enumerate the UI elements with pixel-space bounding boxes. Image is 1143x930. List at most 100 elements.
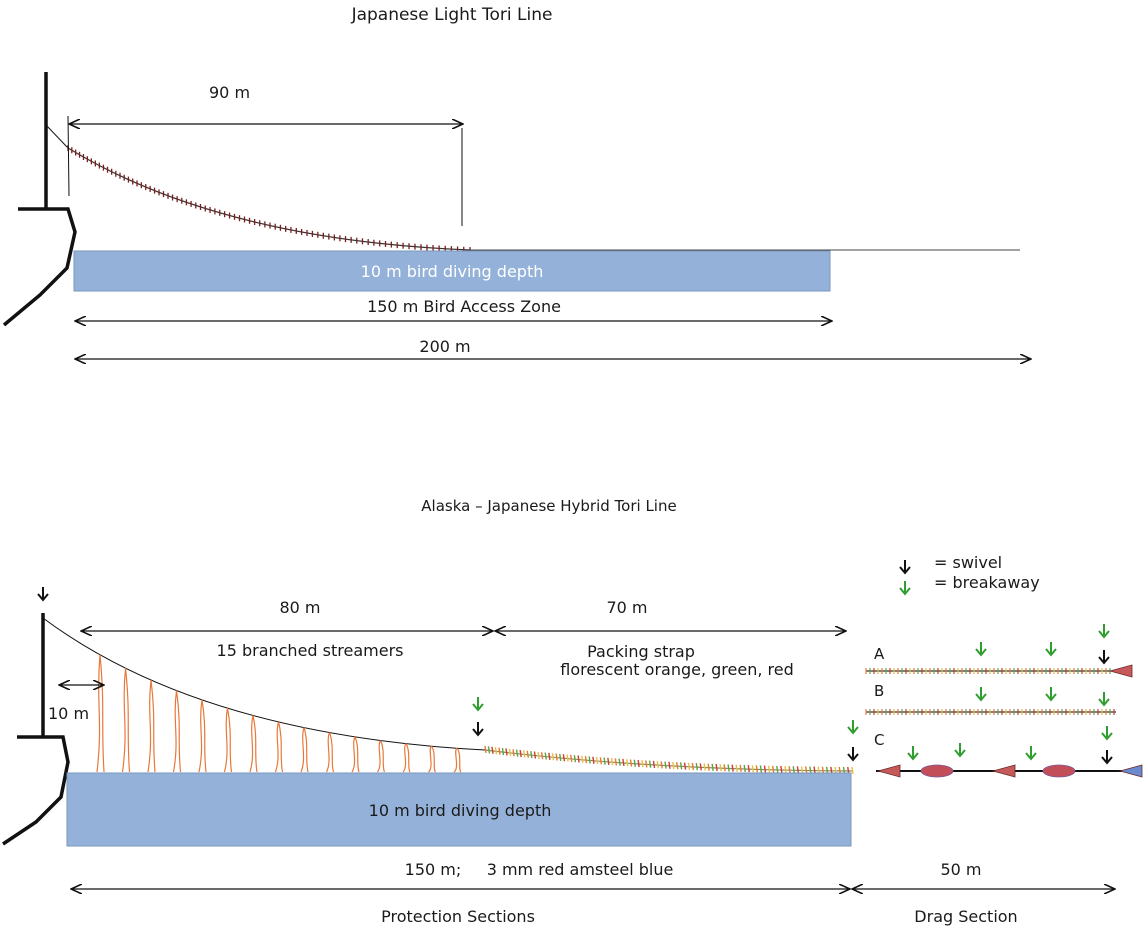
strap-tick (676, 762, 679, 770)
breakaway-icon-head (907, 752, 919, 761)
strap-tick (526, 750, 529, 758)
strap-tick (566, 754, 569, 762)
strap-tick (614, 758, 618, 766)
bottom-80m-label: 80 m (279, 598, 321, 617)
strap-tick (533, 751, 537, 759)
breakaway-icon-head (847, 726, 859, 735)
strap-tick (530, 751, 533, 759)
branched-streamer (198, 699, 203, 773)
strap-tick (595, 756, 599, 765)
top-90m-label: 90 m (209, 83, 251, 102)
breakaway-icon (954, 743, 966, 758)
branched-streamer (172, 690, 178, 773)
strap-tick (626, 759, 629, 767)
strap-tick (562, 754, 566, 762)
breakaway-icon (1025, 746, 1037, 761)
drag-section-label: Drag Section (914, 907, 1018, 926)
strap-tick (731, 764, 734, 772)
branched-streamer (453, 747, 458, 773)
strap-tick (494, 747, 498, 755)
breakaway-icon (1098, 692, 1110, 707)
swivel-icon-head (1098, 656, 1110, 665)
breakaway-icon-head (954, 749, 966, 758)
top-vessel (2, 72, 77, 327)
top-diagram-title: Japanese Light Tori Line (351, 5, 553, 25)
strap-tick (512, 749, 515, 757)
breakaway-icon (472, 697, 484, 712)
strap-tick (691, 762, 695, 771)
top-streamer-ticks (67, 145, 471, 253)
strap-tick (759, 765, 763, 773)
strap-tick (652, 760, 656, 769)
swivel-icon (37, 587, 49, 602)
swivel-icon-head (847, 753, 859, 762)
strap-tick (727, 764, 730, 772)
breakaway-icon-head (472, 703, 484, 712)
strap-tick (699, 763, 702, 771)
swivel-icon-head (899, 566, 911, 575)
strap-tick (544, 752, 547, 760)
bottom-70m-label: 70 m (606, 598, 648, 617)
bottom-depth-label: 10 m bird diving depth (368, 801, 552, 820)
swivel-icon-head (472, 728, 484, 737)
swivel-icon (472, 722, 484, 737)
branched-streamer (226, 708, 233, 773)
strap-tick (796, 766, 800, 774)
bottom-streamer-section-line (42, 617, 486, 751)
branched-streamer (379, 740, 386, 773)
top-depth-label: 10 m bird diving depth (360, 262, 544, 281)
breakaway-icon (899, 581, 911, 596)
strap-tick (487, 746, 491, 754)
strap-tick (687, 762, 691, 770)
strap-tick (735, 764, 738, 772)
branched-streamer (376, 740, 382, 773)
option-a-line (865, 664, 1133, 678)
strap-tick (540, 752, 544, 760)
top-access-zone-label: 150 m Bird Access Zone (367, 297, 561, 316)
strap-tick (784, 766, 787, 774)
top-diving-depth-zone (73, 250, 831, 292)
strap-tick (577, 755, 580, 763)
strap-tick (548, 752, 551, 760)
strap-tick (800, 766, 804, 774)
option-b-line (865, 709, 1116, 715)
strap-tick (767, 765, 771, 773)
strap-tick (508, 748, 512, 756)
breakaway-icon-head (899, 587, 911, 596)
strap-tick (707, 763, 710, 771)
strap-tick (719, 764, 722, 772)
strap-tick (788, 766, 791, 774)
swivel-icon (847, 747, 859, 762)
swivel-icon-head (37, 593, 49, 602)
strap-tick (809, 766, 812, 774)
streamers-label: 15 branched streamers (216, 641, 404, 660)
breakaway-icon (1045, 687, 1057, 702)
branched-streamer (456, 747, 462, 773)
drag-cone (876, 764, 901, 778)
strap-tick (570, 754, 573, 762)
option-a-label: A (874, 645, 885, 663)
strap-tick (603, 757, 606, 765)
strap-tick (755, 765, 759, 773)
strap-tick (813, 766, 816, 774)
option-c-label: C (874, 731, 885, 749)
strap-tick (751, 765, 754, 773)
breakaway-icon (1045, 642, 1057, 657)
branched-streamer (150, 679, 156, 773)
strap-tick (695, 763, 699, 771)
strap-tick (618, 758, 621, 766)
strap-tick (683, 762, 687, 770)
option-b-label: B (874, 682, 885, 700)
branched-streamer (124, 668, 131, 773)
bottom-vessel (2, 613, 70, 846)
branched-streamer (277, 721, 284, 773)
drag-cone (1118, 764, 1143, 778)
branched-streamer (121, 668, 127, 773)
legend-breakaway-label: = breakaway (934, 573, 1040, 592)
strap-tick (805, 766, 808, 774)
strap-tick (551, 753, 555, 761)
breakaway-icon-head (1101, 732, 1113, 741)
strap-tick (711, 763, 714, 771)
packing-strap-section (484, 749, 853, 772)
strap-tick (633, 759, 637, 767)
